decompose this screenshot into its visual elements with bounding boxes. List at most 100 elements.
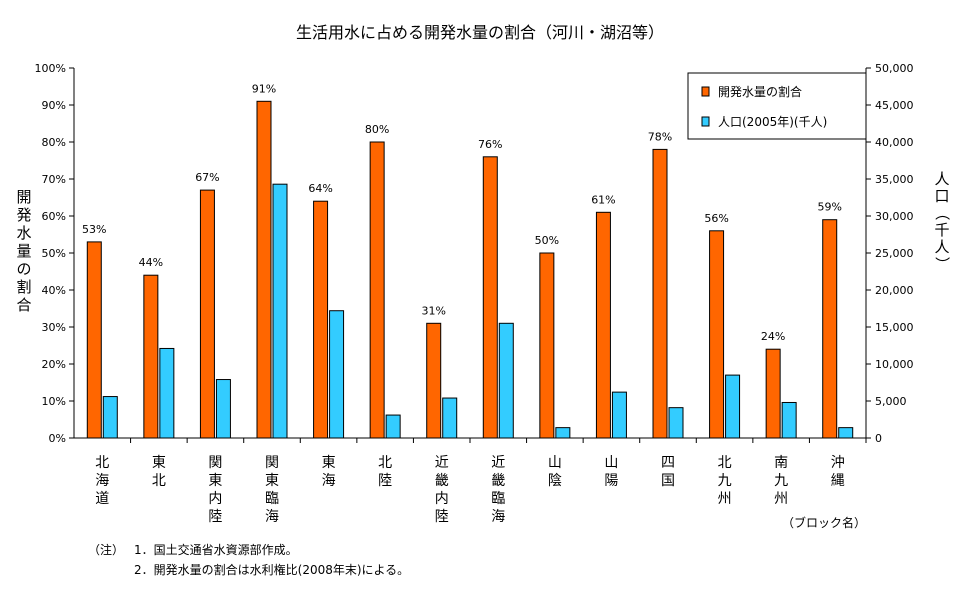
right-tick-label: 50,000: [875, 62, 914, 75]
svg-text:陽: 陽: [604, 473, 618, 489]
svg-text:開: 開: [16, 188, 31, 206]
legend-swatch-ratio: [701, 86, 710, 97]
note-line-1: 1．国土交通省水資源部作成。: [134, 543, 298, 557]
svg-text:（: （: [933, 205, 951, 220]
bar-population: [781, 401, 797, 439]
tick-labels: 0% 10% 20% 30% 40% 50% 60% 70% 80% 90% 100% 0 5,000 1…: [35, 62, 914, 445]
svg-text:量: 量: [16, 242, 31, 260]
svg-text:内: 内: [435, 491, 449, 507]
svg-text:陸: 陸: [378, 473, 392, 489]
svg-text:人: 人: [934, 238, 949, 256]
bar-ratio: [652, 148, 668, 439]
svg-text:北: 北: [718, 455, 732, 471]
bar-population: [725, 374, 741, 439]
svg-text:海: 海: [95, 473, 109, 489]
svg-text:海: 海: [491, 509, 505, 525]
bar-ratio: [143, 274, 159, 439]
right-tick-label: 40,000: [875, 136, 914, 149]
right-tick-label: 5,000: [875, 395, 907, 408]
svg-text:東: 東: [265, 473, 279, 489]
svg-text:人: 人: [934, 170, 949, 188]
bar-population: [555, 427, 571, 439]
note-prefix: （注）: [88, 543, 125, 557]
svg-text:畿: 畿: [435, 473, 449, 489]
right-tick-label: 0: [875, 432, 882, 445]
svg-text:北: 北: [378, 455, 392, 471]
bar-ratio: [539, 252, 555, 439]
category-label: 山陽: [604, 455, 618, 489]
left-tick-label: 30%: [42, 321, 66, 334]
svg-text:内: 内: [208, 491, 222, 507]
svg-text:陰: 陰: [548, 473, 562, 489]
svg-text:合: 合: [16, 296, 31, 314]
left-tick-label: 40%: [42, 284, 66, 297]
category-label: 北海道: [95, 455, 109, 507]
bar-ratio: [822, 219, 838, 439]
svg-text:臨: 臨: [265, 491, 279, 507]
data-label: 78%: [648, 130, 672, 143]
bar-ratio: [595, 211, 611, 439]
svg-text:東: 東: [208, 473, 222, 489]
legend-label-population: 人口(2005年)(千人): [718, 115, 827, 129]
svg-text:千: 千: [934, 221, 949, 239]
svg-text:陸: 陸: [208, 509, 222, 525]
left-tick-label: 70%: [42, 173, 66, 186]
svg-text:関: 関: [265, 455, 279, 471]
data-label: 64%: [308, 182, 332, 195]
svg-text:南: 南: [774, 455, 788, 471]
data-label: 56%: [704, 212, 728, 225]
svg-text:）: ）: [933, 256, 951, 271]
category-label: 南九州: [774, 455, 788, 507]
left-tick-label: 0%: [49, 432, 66, 445]
data-label: 44%: [139, 256, 163, 269]
bar-ratio: [86, 241, 102, 439]
data-label: 80%: [365, 123, 389, 136]
left-tick-label: 100%: [35, 62, 66, 75]
svg-text:海: 海: [322, 473, 336, 489]
svg-text:割: 割: [16, 278, 31, 296]
chart-title: 生活用水に占める開発水量の割合（河川・湖沼等）: [296, 23, 664, 42]
svg-text:水: 水: [16, 224, 31, 242]
left-tick-label: 90%: [42, 99, 66, 112]
bar-population: [385, 414, 401, 439]
bar-population: [215, 379, 231, 439]
svg-text:州: 州: [774, 491, 788, 507]
bar-population: [329, 310, 345, 439]
svg-text:口: 口: [934, 187, 949, 205]
svg-text:臨: 臨: [491, 491, 505, 507]
right-tick-label: 35,000: [875, 173, 914, 186]
bar-population: [668, 407, 684, 439]
x-axis-note: （ブロック名）: [782, 515, 866, 530]
data-label: 76%: [478, 138, 502, 151]
bar-population: [611, 391, 627, 439]
bar-ratio: [199, 189, 215, 439]
svg-text:国: 国: [661, 473, 675, 489]
svg-text:海: 海: [265, 509, 279, 525]
data-label: 91%: [252, 82, 276, 95]
svg-text:東: 東: [322, 455, 336, 471]
bar-population: [498, 322, 514, 439]
data-label: 53%: [82, 223, 106, 236]
bar-ratio: [256, 100, 272, 439]
bar-population: [102, 396, 118, 439]
svg-text:道: 道: [95, 491, 109, 507]
right-tick-label: 15,000: [875, 321, 914, 334]
category-label: 沖縄: [831, 455, 845, 489]
left-tick-label: 60%: [42, 210, 66, 223]
left-tick-label: 80%: [42, 136, 66, 149]
svg-text:東: 東: [152, 455, 166, 471]
svg-text:畿: 畿: [491, 473, 505, 489]
svg-text:九: 九: [718, 473, 732, 489]
left-tick-label: 50%: [42, 247, 66, 260]
svg-text:縄: 縄: [831, 473, 845, 489]
svg-text:近: 近: [491, 455, 505, 471]
category-label: 四国: [661, 455, 675, 489]
bar-ratio: [482, 156, 498, 439]
y-axis-title-right: 人口（千人）: [933, 170, 951, 272]
